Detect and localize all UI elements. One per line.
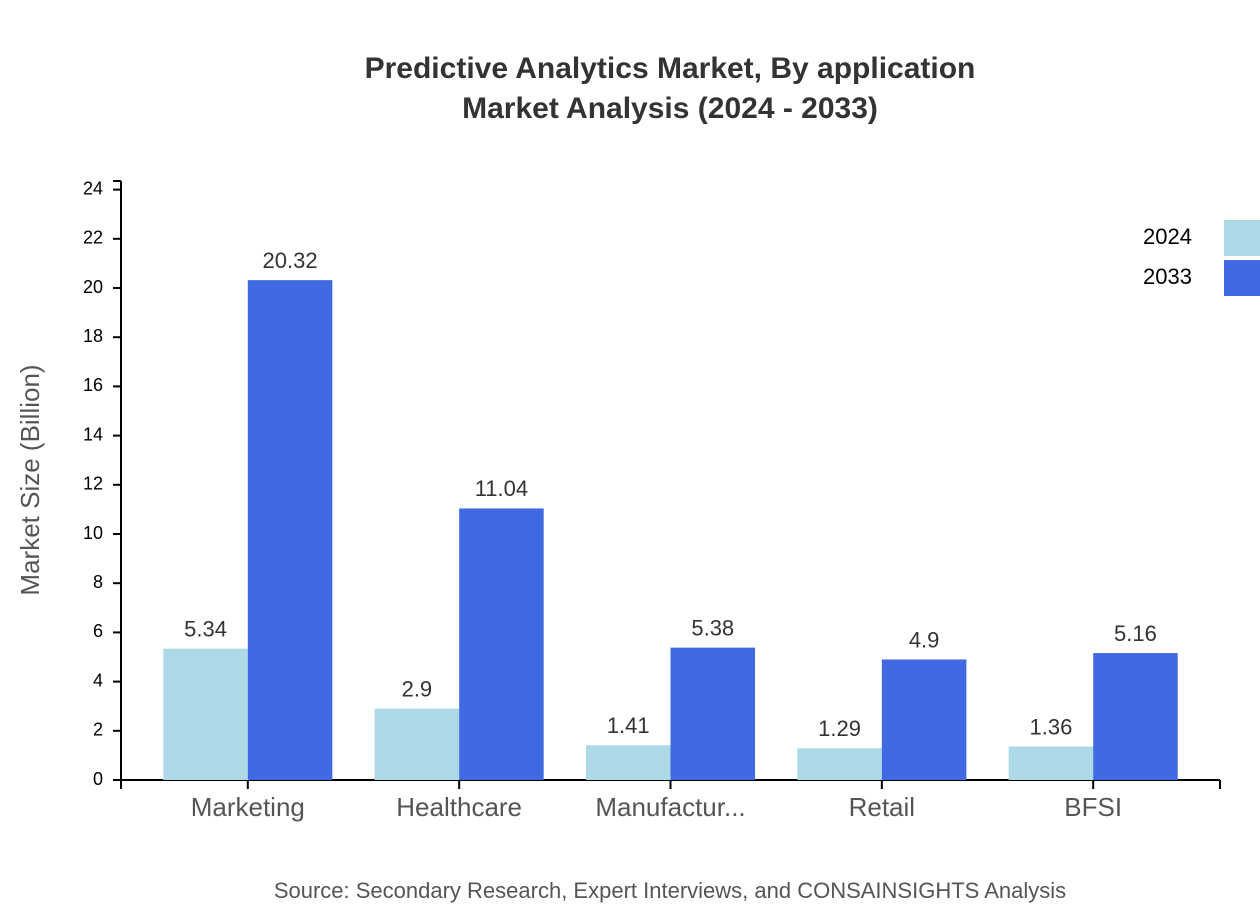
bar: [163, 648, 248, 780]
x-tick-label: BFSI: [1064, 792, 1122, 822]
y-tick-label: 6: [93, 621, 103, 641]
y-tick-label: 20: [83, 277, 103, 297]
value-label: 2.9: [402, 676, 433, 701]
source-note: Source: Secondary Research, Expert Inter…: [274, 878, 1066, 903]
value-label: 1.29: [818, 716, 861, 741]
value-label: 5.34: [184, 616, 227, 641]
value-label: 1.36: [1030, 714, 1073, 739]
bar: [585, 745, 671, 780]
x-tick-label: Retail: [849, 792, 915, 822]
chart-title: Predictive Analytics Market, By applicat…: [365, 52, 976, 85]
y-tick-label: 2: [93, 720, 103, 740]
bar: [881, 659, 967, 780]
bar: [247, 280, 333, 780]
y-tick-label: 16: [83, 375, 103, 395]
chart-subtitle: Market Analysis (2024 - 2033): [462, 92, 878, 125]
y-tick-label: 10: [83, 523, 103, 543]
bar: [459, 508, 544, 780]
y-axis-title: Market Size (Billion): [15, 364, 45, 595]
value-label: 5.38: [691, 615, 734, 640]
legend-swatch: [1224, 260, 1260, 296]
y-tick-label: 8: [93, 572, 103, 592]
bar: [1093, 653, 1178, 780]
y-tick-label: 0: [93, 769, 103, 789]
bar: [797, 748, 882, 780]
value-label: 4.9: [909, 627, 940, 652]
x-tick-label: Manufactur...: [595, 792, 745, 822]
y-tick-label: 12: [83, 474, 103, 494]
value-label: 5.16: [1114, 621, 1157, 646]
value-label: 1.41: [607, 713, 650, 738]
y-tick-label: 4: [93, 670, 103, 690]
bar: [374, 708, 460, 780]
value-label: 11.04: [475, 476, 528, 501]
legend-swatch: [1224, 220, 1260, 256]
legend-label: 2024: [1143, 224, 1192, 249]
x-tick-label: Marketing: [191, 792, 305, 822]
y-tick-label: 24: [83, 178, 103, 198]
x-tick-label: Healthcare: [396, 792, 522, 822]
y-tick-label: 22: [83, 228, 103, 248]
value-label: 20.32: [263, 248, 318, 273]
bar: [670, 647, 756, 780]
y-tick-label: 18: [83, 326, 103, 346]
legend-label: 2033: [1143, 264, 1192, 289]
y-tick-label: 14: [83, 424, 103, 444]
bar: [1008, 746, 1094, 780]
